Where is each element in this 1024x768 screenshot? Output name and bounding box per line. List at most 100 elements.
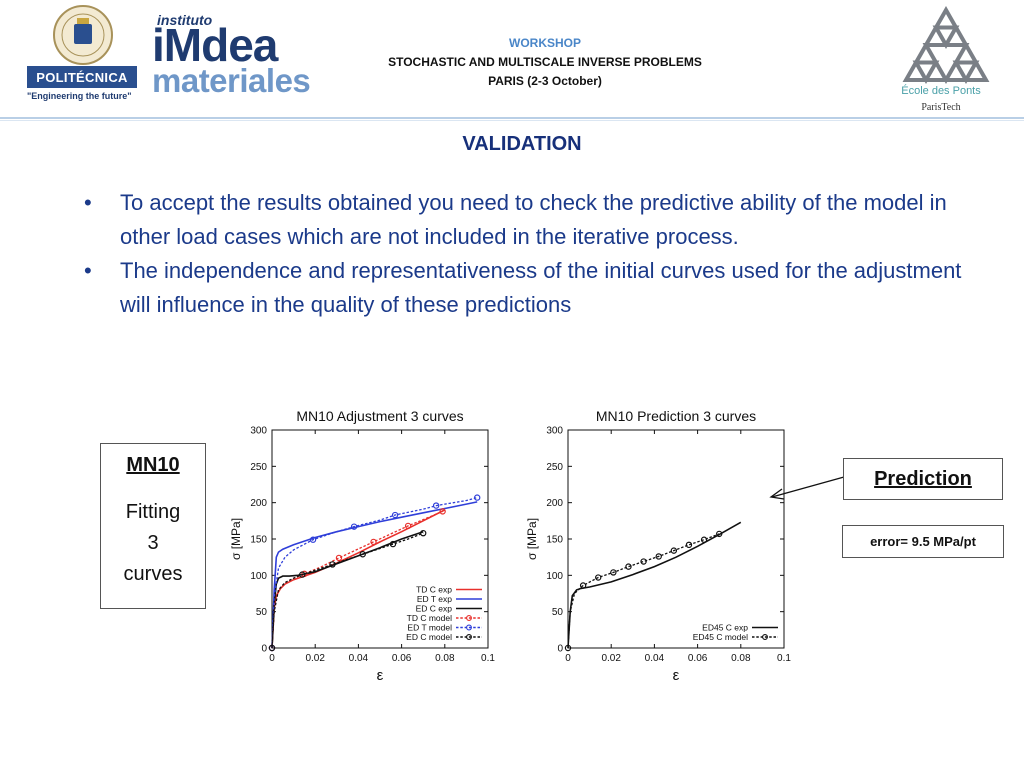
data-point: [625, 563, 632, 570]
legend-label: ED C exp: [416, 604, 453, 614]
data-point: [670, 547, 678, 554]
imdea-logo-small: instituto: [157, 12, 213, 28]
plot-frame: [567, 429, 785, 649]
bullet-marker: •: [84, 190, 92, 215]
prediction-arrow-icon: [769, 476, 845, 500]
header-divider-light: [0, 120, 1024, 121]
mn10-body-line: 3: [147, 532, 159, 554]
x-tick-label: 0.04: [349, 653, 369, 664]
y-tick-label: 100: [546, 571, 563, 582]
mn10-body: Fitting 3 curves: [101, 497, 205, 590]
data-point: [700, 536, 708, 543]
x-tick-label: 0.04: [645, 653, 665, 664]
y-tick-label: 0: [557, 644, 563, 655]
workshop-title: STOCHASTIC AND MULTISCALE INVERSE PROBLE…: [388, 55, 702, 69]
x-tick-label: 0: [269, 653, 275, 664]
mn10-title: MN10: [126, 454, 180, 476]
chart-title: MN10 Prediction 3 curves: [596, 408, 756, 424]
adjustment-chart: MN10 Adjustment 3 curves 0 0.02 0.04 0.06 0.0…: [229, 408, 495, 684]
legend-label: ED C model: [406, 632, 452, 642]
legend-marker: [466, 624, 472, 631]
workshop-label: WORKSHOP: [509, 36, 581, 50]
legend-label: ED T exp: [417, 594, 452, 604]
data-point: [404, 522, 412, 530]
legend-marker: [466, 615, 472, 621]
y-axis-label: σ [MPa]: [525, 518, 539, 560]
legend-marker: [762, 634, 768, 640]
bullet-item: • The independence and representativenes…: [78, 254, 978, 322]
upm-tagline: "Engineering the future": [27, 91, 132, 101]
legend-label: ED45 C exp: [702, 623, 748, 633]
y-tick-label: 50: [256, 607, 268, 618]
data-point: [370, 538, 377, 546]
y-tick-label: 250: [546, 462, 563, 473]
data-point: [595, 574, 602, 581]
y-tick-label: 0: [261, 644, 267, 655]
error-box: error= 9.5 MPa/pt: [842, 525, 1004, 558]
x-tick-label: 0.08: [731, 653, 751, 664]
series-line: [271, 530, 424, 649]
data-point: [350, 523, 358, 530]
y-tick-label: 300: [546, 426, 563, 437]
prediction-chart: MN10 Prediction 3 curves 0 0.02 0.04 0.06 0.0…: [525, 408, 791, 684]
legend-marker: [466, 634, 472, 640]
x-tick-label: 0.1: [777, 653, 791, 664]
data-point: [439, 508, 446, 515]
imdea-logo-materials: materiales: [152, 62, 311, 99]
mn10-body-line: Fitting: [125, 501, 181, 523]
enpc-triangle-logo: [902, 6, 990, 84]
x-tick-label: 0.06: [392, 653, 412, 664]
prediction-box: Prediction: [843, 458, 1003, 500]
header-divider: [0, 117, 1024, 119]
y-axis-label: σ [MPa]: [229, 518, 243, 560]
workshop-header: WORKSHOP STOCHASTIC AND MULTISCALE INVER…: [330, 36, 760, 88]
bullet-list: • To accept the results obtained you nee…: [78, 186, 978, 322]
y-tick-label: 200: [546, 498, 563, 509]
x-axis-label: ε: [377, 667, 384, 684]
legend-label: ED T model: [407, 623, 452, 633]
y-tick-label: 50: [552, 607, 564, 618]
bullet-text: To accept the results obtained you need …: [120, 190, 947, 249]
y-tick-label: 200: [250, 498, 267, 509]
data-point: [389, 540, 397, 548]
y-tick-label: 150: [250, 535, 267, 546]
imdea-logo-main: iMdea: [152, 19, 278, 71]
legend-label: ED45 C model: [693, 632, 748, 642]
bullet-item: • To accept the results obtained you nee…: [78, 186, 978, 254]
mn10-body-line: curves: [123, 563, 183, 585]
data-point: [685, 541, 693, 549]
data-point: [391, 511, 399, 519]
enpc-name: École des Ponts: [901, 85, 981, 97]
data-point: [335, 554, 343, 562]
data-point: [610, 569, 617, 576]
bullet-marker: •: [84, 258, 92, 283]
legend-label: TD C exp: [416, 585, 452, 595]
series-line: [567, 521, 742, 649]
data-point: [268, 644, 276, 652]
x-tick-label: 0.08: [435, 653, 455, 664]
workshop-date: PARIS (2-3 October): [488, 74, 602, 88]
data-point: [473, 494, 481, 501]
data-point: [309, 536, 317, 543]
chart-title: MN10 Adjustment 3 curves: [296, 408, 463, 424]
y-tick-label: 250: [250, 462, 267, 473]
x-tick-label: 0.02: [305, 653, 325, 664]
data-point: [715, 530, 723, 538]
y-tick-label: 300: [250, 426, 267, 437]
upm-seal-logo: [53, 5, 113, 65]
data-point: [579, 582, 587, 589]
data-point: [329, 561, 336, 568]
data-point: [419, 529, 427, 537]
x-tick-label: 0.02: [601, 653, 621, 664]
enpc-subtitle: ParisTech: [921, 102, 961, 113]
data-point: [432, 502, 440, 509]
legend-label: TD C model: [407, 613, 452, 623]
mn10-box: MN10 Fitting 3 curves: [100, 443, 206, 609]
data-point: [655, 553, 662, 560]
x-tick-label: 0.1: [481, 653, 495, 664]
series-line: [271, 532, 424, 649]
x-tick-label: 0: [565, 653, 571, 664]
data-point: [299, 571, 306, 578]
bullet-text: The independence and representativeness …: [120, 258, 962, 317]
y-tick-label: 100: [250, 571, 267, 582]
